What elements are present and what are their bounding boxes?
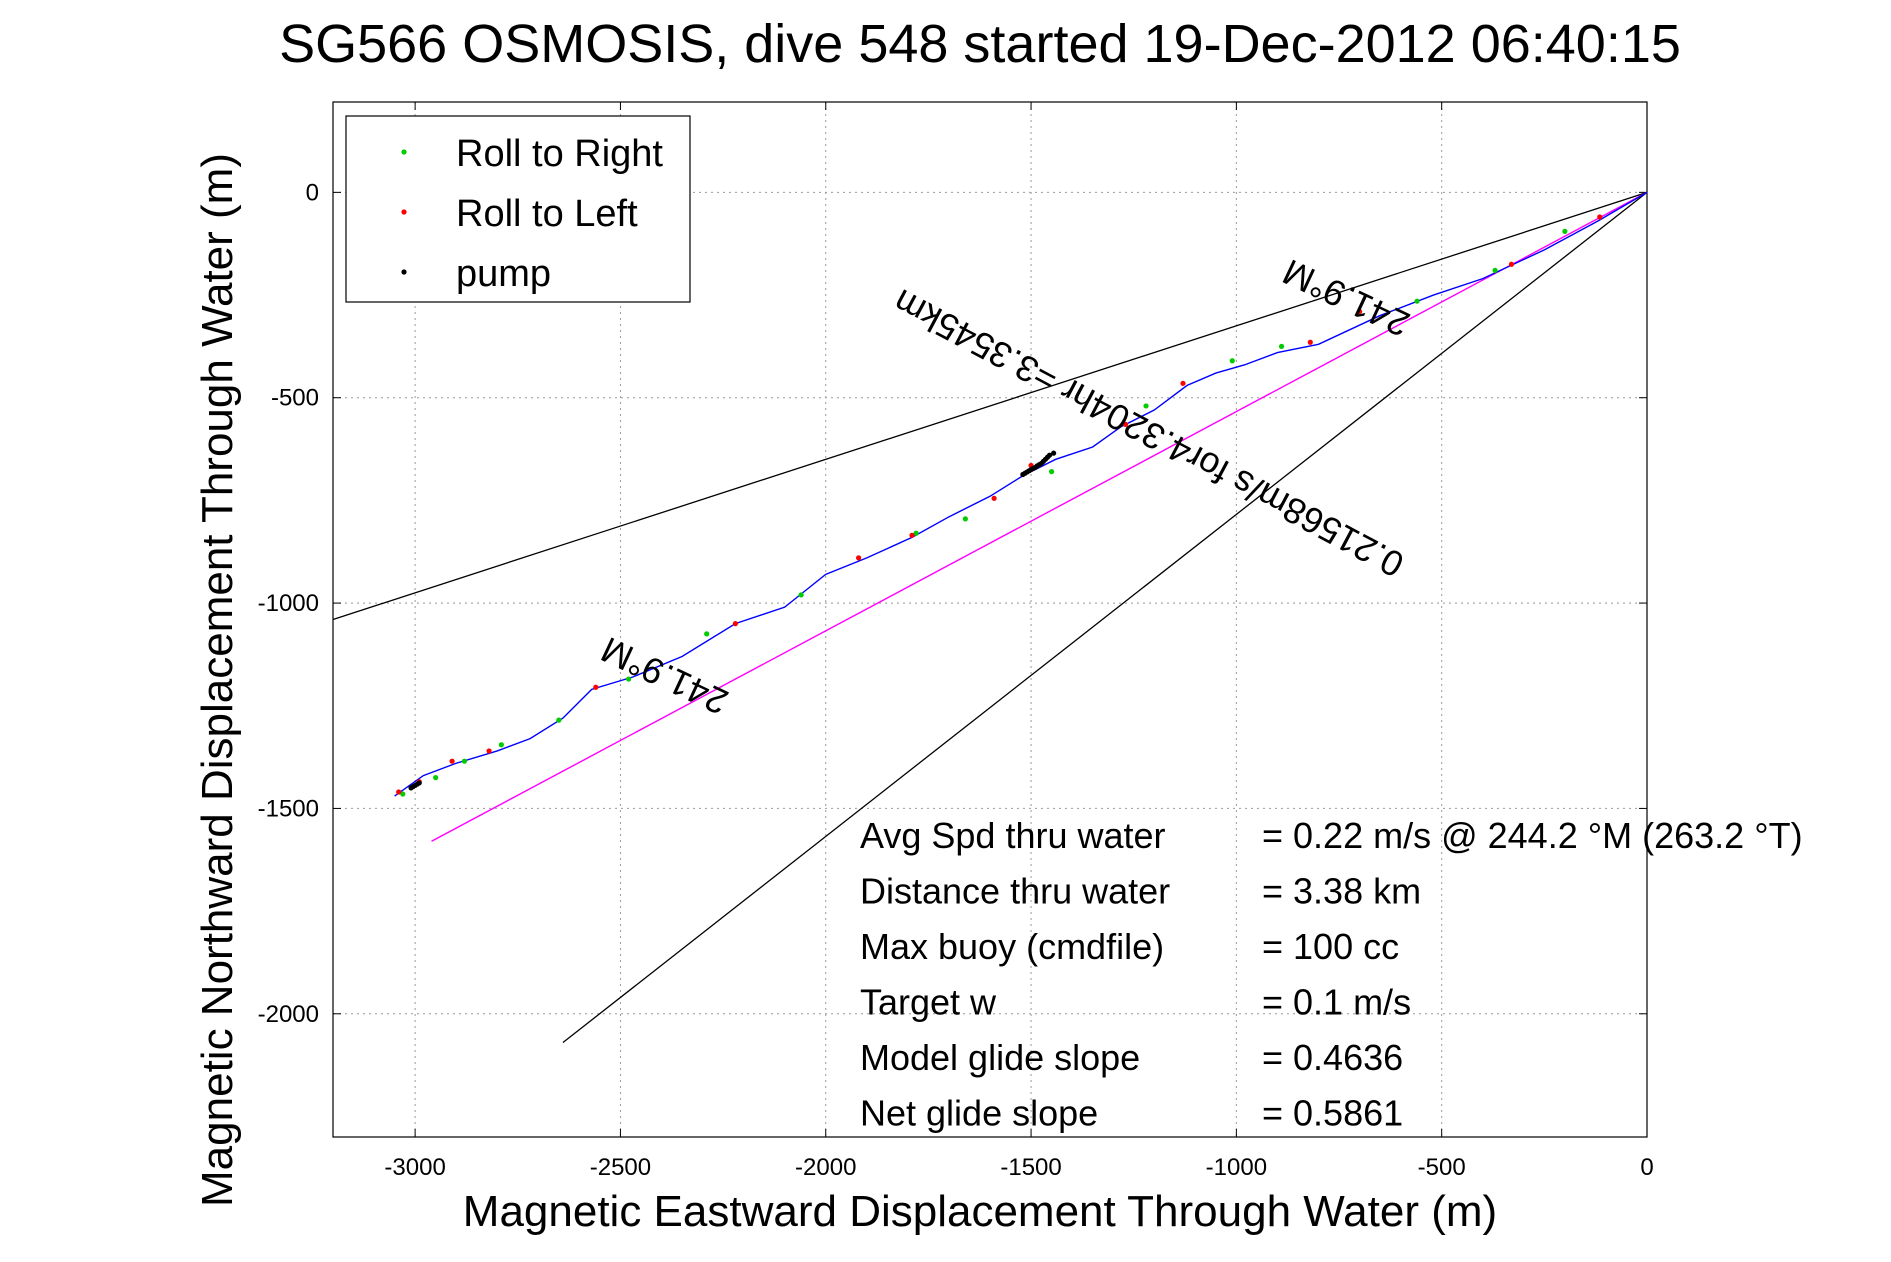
roll-right-point <box>1048 469 1055 475</box>
roll-left-point <box>486 748 492 754</box>
x-tick-label: -500 <box>1418 1154 1466 1181</box>
stat-label: Model glide slope <box>860 1037 1140 1078</box>
stats-block: Avg Spd thru water = 0.22 m/s @ 244.2 °M … <box>860 815 1803 1134</box>
roll-right-point <box>461 758 467 764</box>
pump-point <box>408 785 414 791</box>
stat-label: Net glide slope <box>860 1093 1098 1134</box>
roll-right-point <box>1492 267 1498 273</box>
y-tick-label: -500 <box>271 385 319 412</box>
legend-entry-label: Roll to Right <box>456 133 663 175</box>
legend-entry-label: pump <box>456 253 551 295</box>
roll-right-point <box>556 717 562 723</box>
annotation-label: 0.21568m/s for4.3204hr =3.3545km <box>887 281 1411 585</box>
axis-ticks: -3000 -2500 -2000 -1500 -1000 -500 0 0 -500 -1000… <box>258 102 1654 1181</box>
x-tick-label: -3000 <box>384 1154 445 1181</box>
x-tick-label: -1500 <box>1000 1154 1061 1181</box>
roll-left-point <box>1307 339 1313 345</box>
roll-left-point <box>732 621 739 627</box>
pump-point <box>1020 471 1026 478</box>
roll-right-point <box>704 631 710 637</box>
roll-right-point <box>1143 403 1149 409</box>
x-tick-label: -1000 <box>1206 1154 1267 1181</box>
chart-title: SG566 OSMOSIS, dive 548 started 19-Dec-2… <box>279 14 1681 74</box>
roll-left-point <box>593 684 599 690</box>
roll-left-point <box>1356 308 1363 315</box>
roll-left-point <box>1597 214 1603 220</box>
roll-left-point <box>856 555 862 561</box>
stat-value: = 0.4636 <box>1262 1037 1403 1078</box>
roll-left-point <box>1180 380 1186 386</box>
roll-left-point <box>1508 261 1515 267</box>
roll-right-point <box>433 775 439 781</box>
roll-left-point <box>449 758 455 764</box>
roll-right-point <box>962 516 968 522</box>
roll-left-point <box>909 532 915 538</box>
x-axis-label: Magnetic Eastward Displacement Through W… <box>463 1187 1497 1236</box>
legend-marker <box>401 209 407 215</box>
y-tick-label: -2000 <box>258 1001 319 1028</box>
y-tick-label: -1500 <box>258 795 319 822</box>
x-tick-label: 0 <box>1640 1154 1653 1181</box>
roll-right-point <box>913 530 919 536</box>
roll-right-point <box>400 791 406 797</box>
stat-label: Avg Spd thru water <box>860 815 1166 856</box>
roll-left-point <box>1122 421 1129 428</box>
data-lines <box>332 191 1648 1044</box>
stat-label: Target w <box>860 982 997 1023</box>
legend-marker <box>401 149 407 155</box>
legend-entry-label: Roll to Left <box>456 193 638 235</box>
roll-right-point <box>1229 358 1235 364</box>
stat-value: = 0.1 m/s <box>1262 982 1411 1023</box>
roll-left-point <box>396 789 402 795</box>
track-line <box>394 191 1648 797</box>
roll-right-point <box>1278 343 1285 349</box>
legend: Roll to Right Roll to Left pump <box>345 115 691 303</box>
y-tick-label: 0 <box>306 179 319 206</box>
roll-right-point <box>626 676 632 682</box>
x-tick-label: -2000 <box>795 1154 856 1181</box>
stat-value: = 100 cc <box>1262 926 1399 967</box>
legend-marker <box>401 269 407 275</box>
pump-point <box>1051 450 1057 456</box>
roll-right-point <box>1414 298 1420 304</box>
heading-line <box>562 191 1648 1044</box>
y-tick-label: -1000 <box>258 590 319 617</box>
annotation-label: 241.9°M <box>595 629 734 723</box>
y-axis-label: Magnetic Northward Displacement Through … <box>193 153 242 1207</box>
roll-left-point <box>991 495 997 501</box>
roll-right-point <box>1562 228 1568 234</box>
heading-line <box>332 191 1648 621</box>
magenta-line <box>431 191 1648 842</box>
roll-right-point <box>498 742 504 748</box>
stat-value: = 0.5861 <box>1262 1093 1403 1134</box>
stat-label: Max buoy (cmdfile) <box>860 926 1164 967</box>
stat-value: = 3.38 km <box>1262 871 1421 912</box>
roll-right-point <box>798 592 804 598</box>
stat-label: Distance thru water <box>860 871 1170 912</box>
stat-value: = 0.22 m/s @ 244.2 °M (263.2 °T) <box>1262 815 1803 856</box>
data-markers <box>396 214 1603 797</box>
x-tick-label: -2500 <box>590 1154 651 1181</box>
